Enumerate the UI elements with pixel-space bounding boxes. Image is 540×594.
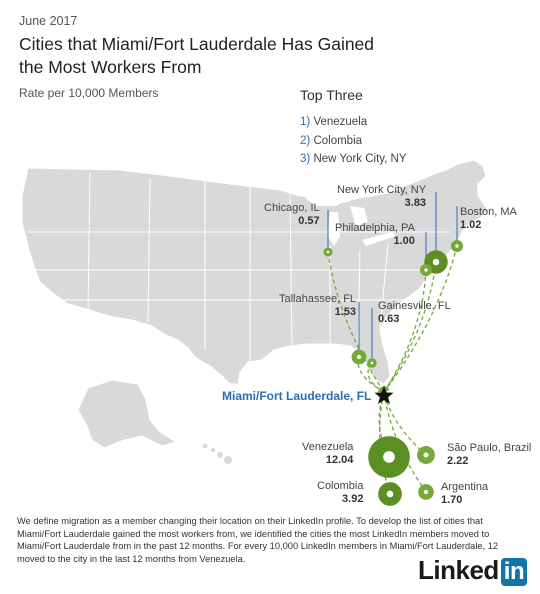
- lake-erie: [362, 232, 396, 246]
- bubble-tallahassee: [351, 349, 367, 365]
- chart-title: Cities that Miami/Fort Lauderdale Has Ga…: [19, 34, 375, 77]
- lake-huron: [350, 206, 368, 226]
- linkedin-logo: Linked in: [418, 555, 528, 586]
- state-borders: [28, 171, 450, 362]
- footnote: We define migration as a member changing…: [17, 516, 499, 564]
- label-philadelphia: Philadelphia, PA 1.00: [335, 222, 415, 247]
- top-three-item: 1) Venezuela: [300, 116, 368, 128]
- bubble-argentina: [418, 484, 434, 500]
- bubble-gainesville: [367, 358, 377, 368]
- bubble-sao-paulo: [417, 446, 435, 464]
- bubble-colombia: [378, 482, 402, 506]
- top-three-list: 1) Venezuela 2) Colombia 3) New York Cit…: [300, 113, 407, 169]
- destination-star-icon: [374, 386, 394, 404]
- top-three-item: 2) Colombia: [300, 134, 363, 147]
- label-new-york: New York City, NY 3.83: [337, 184, 427, 209]
- lake-michigan: [328, 212, 340, 246]
- top-three-heading: Top Three: [300, 87, 363, 103]
- label-argentina: Argentina 1.70: [441, 481, 489, 506]
- migration-path-philadelphia: [383, 269, 427, 393]
- bubble-boston: [450, 239, 464, 253]
- hawaii-land: [202, 443, 232, 464]
- migration-path-boston: [383, 245, 458, 393]
- label-boston: Boston, MA 1.02: [460, 206, 517, 231]
- alaska-land: [77, 379, 178, 449]
- migration-path-new-york: [383, 261, 437, 393]
- label-colombia: Colombia 3.92: [317, 480, 364, 505]
- report-date: June 2017: [19, 14, 78, 28]
- label-chicago: Chicago, IL 0.57: [264, 202, 320, 227]
- top-three-item: 3) New York City, NY: [300, 153, 407, 165]
- label-tallahassee: Tallahassee, FL 1.53: [279, 293, 357, 318]
- label-gainesville: Gainesville, FL 0.63: [378, 300, 451, 325]
- destination-label: Miami/Fort Lauderdale, FL: [222, 389, 372, 403]
- chart-subtitle: Rate per 10,000 Members: [19, 86, 159, 100]
- bubble-philadelphia: [420, 264, 432, 276]
- bubble-chicago: [323, 247, 333, 257]
- origin-bubbles: [323, 239, 464, 506]
- label-sao-paulo: São Paulo, Brazil 2.22: [447, 442, 532, 467]
- bubble-venezuela: [368, 436, 410, 478]
- label-venezuela: Venezuela 12.04: [302, 441, 354, 466]
- lake-superior: [305, 194, 348, 206]
- migration-path-chicago: [327, 251, 385, 393]
